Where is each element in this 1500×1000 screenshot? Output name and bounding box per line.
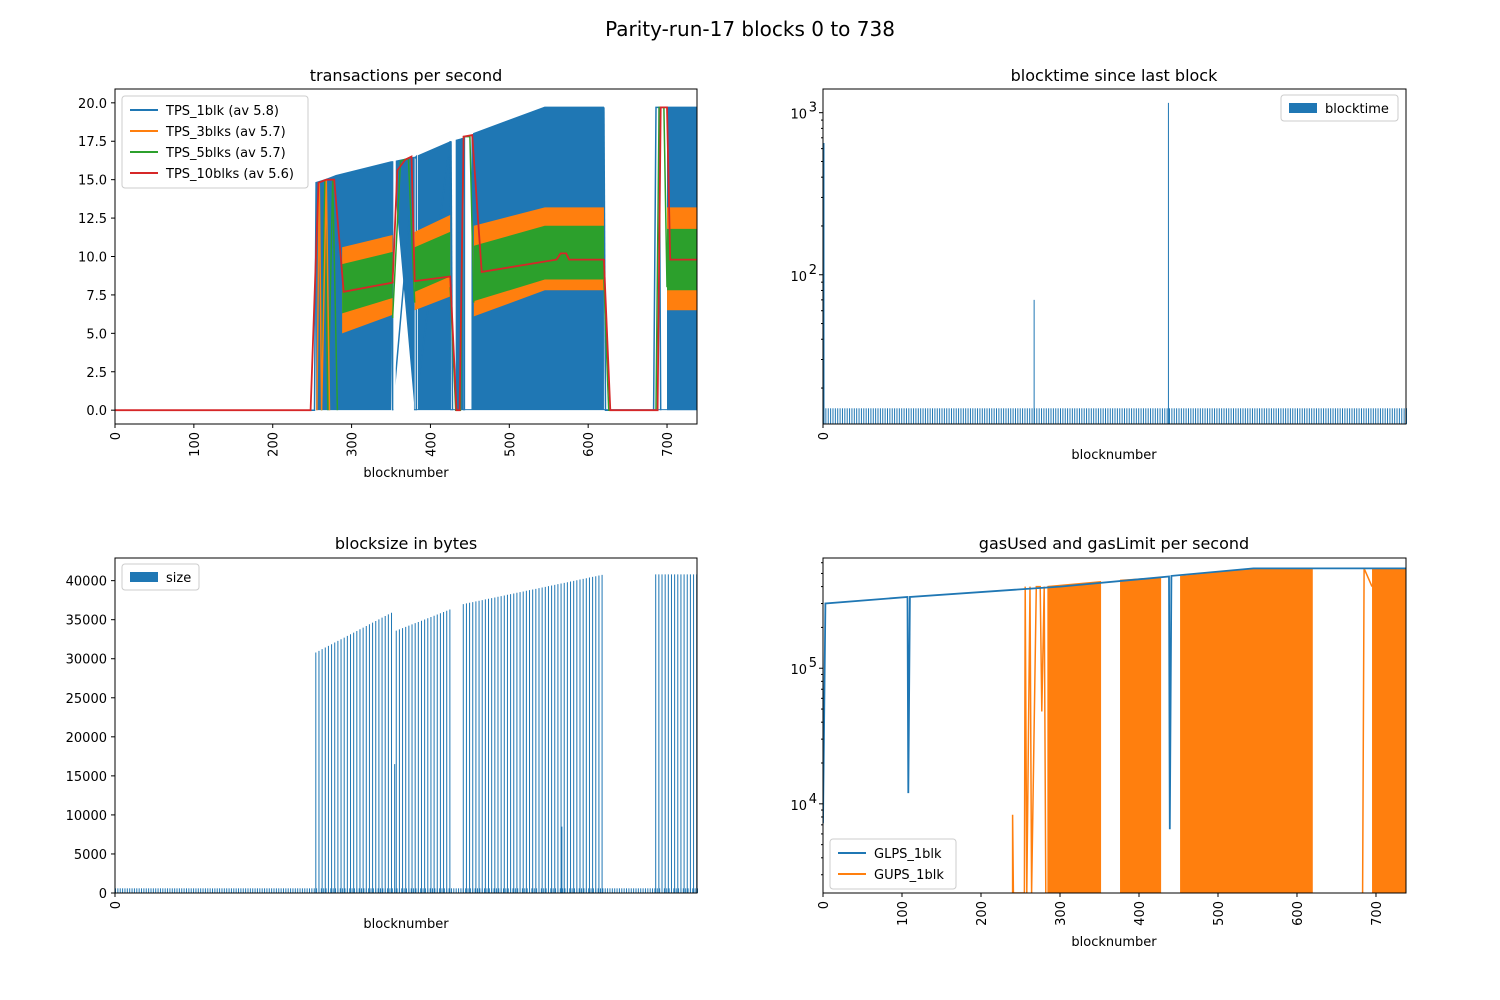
- gas-legend: [829, 838, 957, 890]
- tps-5blks-spikes: [320, 179, 339, 411]
- blocksize-legend-entry: size: [166, 571, 191, 586]
- blocksize-legend: [121, 563, 200, 591]
- tps-10blks-line: [115, 106, 697, 412]
- tps-x-tick-label: 400: [424, 432, 439, 457]
- blocksize-chart-title: blocksize in bytes: [335, 534, 477, 553]
- blocksize-y-tick-label: 25000: [66, 692, 107, 707]
- gups-line: [1011, 585, 1047, 893]
- blocksize-chart: blocksize in bytes blocknumber 00 5000 100…: [66, 534, 698, 932]
- tps-legend-entry: TPS_1blk (av 5.8): [165, 104, 279, 119]
- blocksize-y-tick-label: 15000: [66, 770, 107, 785]
- gas-legend-entry: GUPS_1blk: [874, 868, 944, 883]
- gas-x-tick-label: 700: [1370, 901, 1385, 926]
- gas-legend-entry: GLPS_1blk: [874, 847, 942, 862]
- tps-y-tick-label: 0.0: [86, 404, 107, 419]
- figure-title: Parity-run-17 blocks 0 to 738: [605, 17, 895, 41]
- tps-chart: transactions per second blocknumber 0 100…: [78, 66, 698, 481]
- blocksize-y-tick-label: 5000: [74, 848, 107, 863]
- gups-band: [1180, 568, 1313, 893]
- tps-y-tick-label: 7.5: [86, 289, 107, 304]
- tps-x-tick-label: 0: [109, 432, 124, 440]
- tps-x-axis-label: blocknumber: [363, 466, 449, 481]
- gas-x-tick-label: 500: [1212, 901, 1227, 926]
- blocksize-x-axis-label: blocknumber: [363, 917, 449, 932]
- tps-y-tick-label: 10.0: [78, 251, 107, 266]
- gups-line-tail: [1361, 568, 1373, 893]
- gas-x-tick-label: 0: [817, 901, 832, 909]
- gas-frame: [822, 557, 1407, 894]
- tps-gap: [463, 89, 472, 410]
- tps-chart-title: transactions per second: [310, 66, 503, 85]
- blocktime-y-tick-exp: 2: [809, 263, 817, 278]
- tps-y-tick-label: 12.5: [78, 212, 107, 227]
- gas-y-tick-label: 10: [790, 663, 807, 678]
- blocktime-legend: [1280, 94, 1399, 122]
- tps-y-tick-label: 2.5: [86, 366, 107, 381]
- blocksize-y-tick-label: 35000: [66, 614, 107, 629]
- gas-plot-area: [823, 567, 1406, 893]
- blocktime-chart-title: blocktime since last block: [1011, 66, 1218, 85]
- tps-gap: [450, 89, 456, 410]
- tps-1blk-edge: [450, 141, 454, 411]
- tps-x-tick-label: 100: [188, 432, 203, 457]
- tps-x-tick-label: 600: [582, 432, 597, 457]
- gas-x-tick-label: 300: [1054, 901, 1069, 926]
- blocksize-y-tick-label: 20000: [66, 731, 107, 746]
- tps-legend-entry: TPS_5blks (av 5.7): [165, 146, 286, 161]
- gas-chart: gasUsed and gasLimit per second blocknum…: [790, 534, 1407, 950]
- blocktime-x-tick-label: 0: [817, 432, 832, 440]
- tps-5blks-band: [342, 251, 393, 314]
- tps-3blks-spikes: [316, 179, 331, 411]
- blocktime-bars: [823, 102, 1407, 424]
- blocktime-x-axis-label: blocknumber: [1071, 448, 1157, 463]
- blocktime-y-tick-label: 10: [790, 270, 807, 285]
- gas-x-axis-label: blocknumber: [1071, 935, 1157, 950]
- gups-band: [1120, 577, 1162, 893]
- tps-x-tick-label: 500: [503, 432, 518, 457]
- gas-y-tick-exp: 5: [809, 656, 817, 671]
- tps-legend-entry: TPS_3blks (av 5.7): [165, 125, 286, 140]
- tps-y-tick-label: 5.0: [86, 327, 107, 342]
- tps-y-tick-label: 15.0: [78, 174, 107, 189]
- blocksize-y-tick-label: 0: [99, 887, 107, 902]
- gas-x-tick-label: 200: [975, 901, 990, 926]
- tps-x-tick-label: 200: [267, 432, 282, 457]
- tps-plot-area: [115, 89, 697, 412]
- blocksize-x-tick-label: 0: [109, 901, 124, 909]
- gas-y-tick-exp: 4: [809, 792, 817, 807]
- tps-legend: [121, 95, 309, 189]
- tps-1blk-edge: [414, 154, 418, 411]
- tps-x-tick-label: 300: [346, 432, 361, 457]
- tps-y-tick-label: 20.0: [78, 97, 107, 112]
- gups-band: [1372, 568, 1406, 893]
- blocksize-y-tick-label: 40000: [66, 575, 107, 590]
- blocktime-y-tick-exp: 3: [809, 101, 817, 116]
- gas-x-tick-label: 600: [1291, 901, 1306, 926]
- tps-legend-entry: TPS_10blks (av 5.6): [165, 167, 294, 182]
- gups-band: [1047, 580, 1102, 893]
- gas-chart-title: gasUsed and gasLimit per second: [979, 534, 1249, 553]
- glps-line: [823, 567, 1406, 830]
- blocktime-y-tick-label: 10: [790, 108, 807, 123]
- gas-y-tick-label: 10: [790, 799, 807, 814]
- tps-y-tick-label: 17.5: [78, 135, 107, 150]
- gas-x-tick-label: 400: [1133, 901, 1148, 926]
- blocksize-bars: [115, 574, 698, 893]
- blocksize-y-tick-label: 10000: [66, 809, 107, 824]
- tps-x-tick-label: 700: [661, 432, 676, 457]
- gas-x-tick-label: 100: [896, 901, 911, 926]
- blocksize-legend-swatch: [130, 572, 158, 582]
- blocktime-frame: [822, 88, 1407, 425]
- blocksize-frame: [114, 557, 698, 894]
- blocktime-chart: blocktime since last block blocknumber 0…: [790, 66, 1407, 463]
- blocksize-y-tick-label: 30000: [66, 653, 107, 668]
- blocktime-legend-entry: blocktime: [1325, 102, 1389, 117]
- blocktime-legend-swatch: [1289, 103, 1317, 113]
